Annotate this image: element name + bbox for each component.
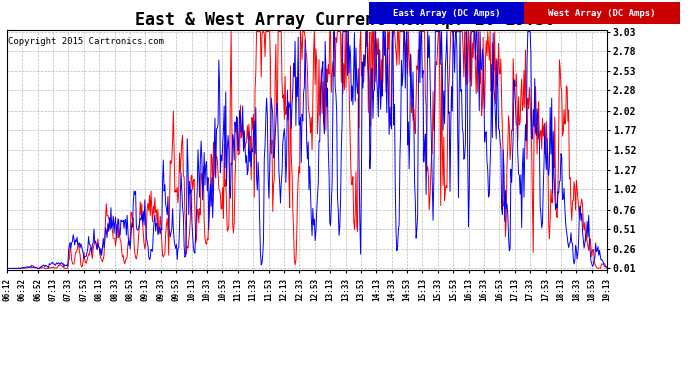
Text: Copyright 2015 Cartronics.com: Copyright 2015 Cartronics.com — [8, 37, 164, 46]
Text: East Array (DC Amps): East Array (DC Amps) — [393, 9, 500, 18]
Text: West Array (DC Amps): West Array (DC Amps) — [549, 9, 656, 18]
Text: East & West Array Current Mon Apr 20 19:30: East & West Array Current Mon Apr 20 19:… — [135, 11, 555, 29]
